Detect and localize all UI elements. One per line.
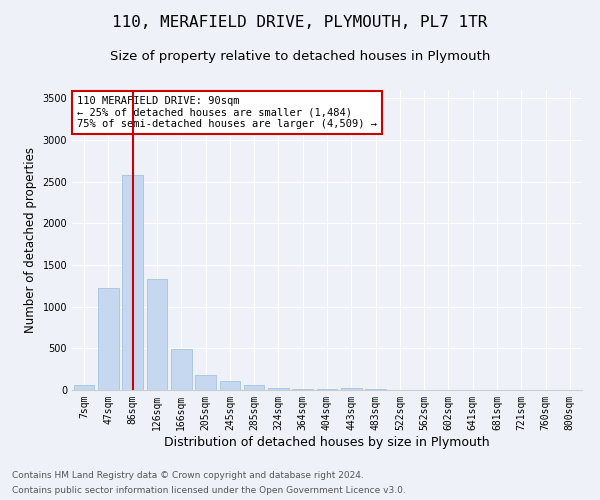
Y-axis label: Number of detached properties: Number of detached properties [24,147,37,333]
X-axis label: Distribution of detached houses by size in Plymouth: Distribution of detached houses by size … [164,436,490,448]
Bar [98,288,119,390]
Bar [268,388,289,390]
Text: Size of property relative to detached houses in Plymouth: Size of property relative to detached ho… [110,50,490,63]
Bar [244,386,265,390]
Bar [220,381,240,390]
Bar [365,388,386,390]
Text: Contains public sector information licensed under the Open Government Licence v3: Contains public sector information licen… [12,486,406,495]
Bar [74,385,94,390]
Text: 110, MERAFIELD DRIVE, PLYMOUTH, PL7 1TR: 110, MERAFIELD DRIVE, PLYMOUTH, PL7 1TR [112,15,488,30]
Bar [292,389,313,390]
Text: Contains HM Land Registry data © Crown copyright and database right 2024.: Contains HM Land Registry data © Crown c… [12,471,364,480]
Bar [146,279,167,390]
Bar [341,388,362,390]
Text: 110 MERAFIELD DRIVE: 90sqm
← 25% of detached houses are smaller (1,484)
75% of s: 110 MERAFIELD DRIVE: 90sqm ← 25% of deta… [77,96,377,129]
Bar [195,376,216,390]
Bar [122,175,143,390]
Bar [171,349,191,390]
Bar [317,389,337,390]
